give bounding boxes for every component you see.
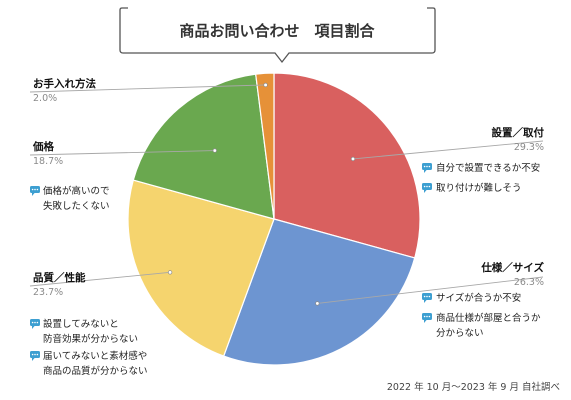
- speech-bubble-icon: [422, 163, 432, 173]
- source-note: 2022 年 10 月〜2023 年 9 月 自社調べ: [387, 381, 560, 393]
- speech-bubble-icon: [422, 313, 432, 323]
- value-label-spec: 26.3%: [514, 277, 544, 288]
- leader-dot-care: [263, 82, 268, 88]
- comment-quality: 防音効果が分からない: [43, 333, 138, 345]
- leader-dot-price: [212, 148, 217, 153]
- chart-title: 商品お問い合わせ 項目割合: [179, 22, 375, 40]
- label-quality: 品質／性能: [33, 271, 86, 284]
- speech-bubble-icon: [30, 186, 40, 196]
- speech-bubble-icon: [422, 183, 432, 193]
- speech-bubble-icon: [422, 293, 432, 303]
- leader-dot-setup: [350, 156, 356, 162]
- leader-dot-spec: [315, 301, 320, 306]
- leader-line-quality: [29, 271, 171, 287]
- comment-spec: 分からない: [436, 328, 484, 339]
- comment-quality: 届いてみないと素材感や: [43, 350, 147, 362]
- comment-setup: 自分で設置できるか不安: [436, 162, 540, 174]
- value-label-price: 18.7%: [33, 156, 63, 167]
- comment-price: 価格が高いので: [43, 185, 110, 197]
- comment-price: 失敗したくない: [43, 200, 110, 212]
- pie-chart: [127, 72, 421, 366]
- comment-spec: 商品仕様が部屋と合うか: [436, 312, 541, 324]
- pie-slice-quality: [127, 179, 275, 357]
- label-care: お手入れ方法: [33, 77, 96, 90]
- pie-slice-spec: [222, 218, 416, 366]
- comment-spec: サイズが合うか不安: [436, 292, 521, 304]
- speech-bubble-icon: [30, 319, 40, 329]
- label-setup: 設置／取付: [492, 126, 545, 139]
- leader-line-price: [29, 150, 215, 156]
- leader-dot-quality: [167, 270, 173, 275]
- leader-line-spec: [317, 276, 544, 304]
- value-label-setup: 29.3%: [514, 142, 544, 153]
- pie-slice-care: [255, 72, 275, 220]
- leader-line-care: [29, 84, 266, 93]
- label-price: 価格: [32, 140, 54, 153]
- title-callout: 商品お問い合わせ 項目割合: [119, 7, 436, 64]
- value-label-quality: 23.7%: [33, 287, 63, 298]
- comment-quality: 設置してみないと: [43, 318, 119, 330]
- label-spec: 仕様／サイズ: [480, 261, 544, 274]
- leader-line-setup: [352, 140, 544, 160]
- pie-slice-price: [132, 73, 275, 220]
- comment-setup: 取り付けが難しそう: [436, 182, 522, 194]
- comment-quality: 商品の品質が分からない: [43, 365, 148, 377]
- speech-bubble-icon: [30, 351, 40, 361]
- pie-slice-setup: [273, 72, 421, 259]
- value-label-care: 2.0%: [33, 93, 57, 104]
